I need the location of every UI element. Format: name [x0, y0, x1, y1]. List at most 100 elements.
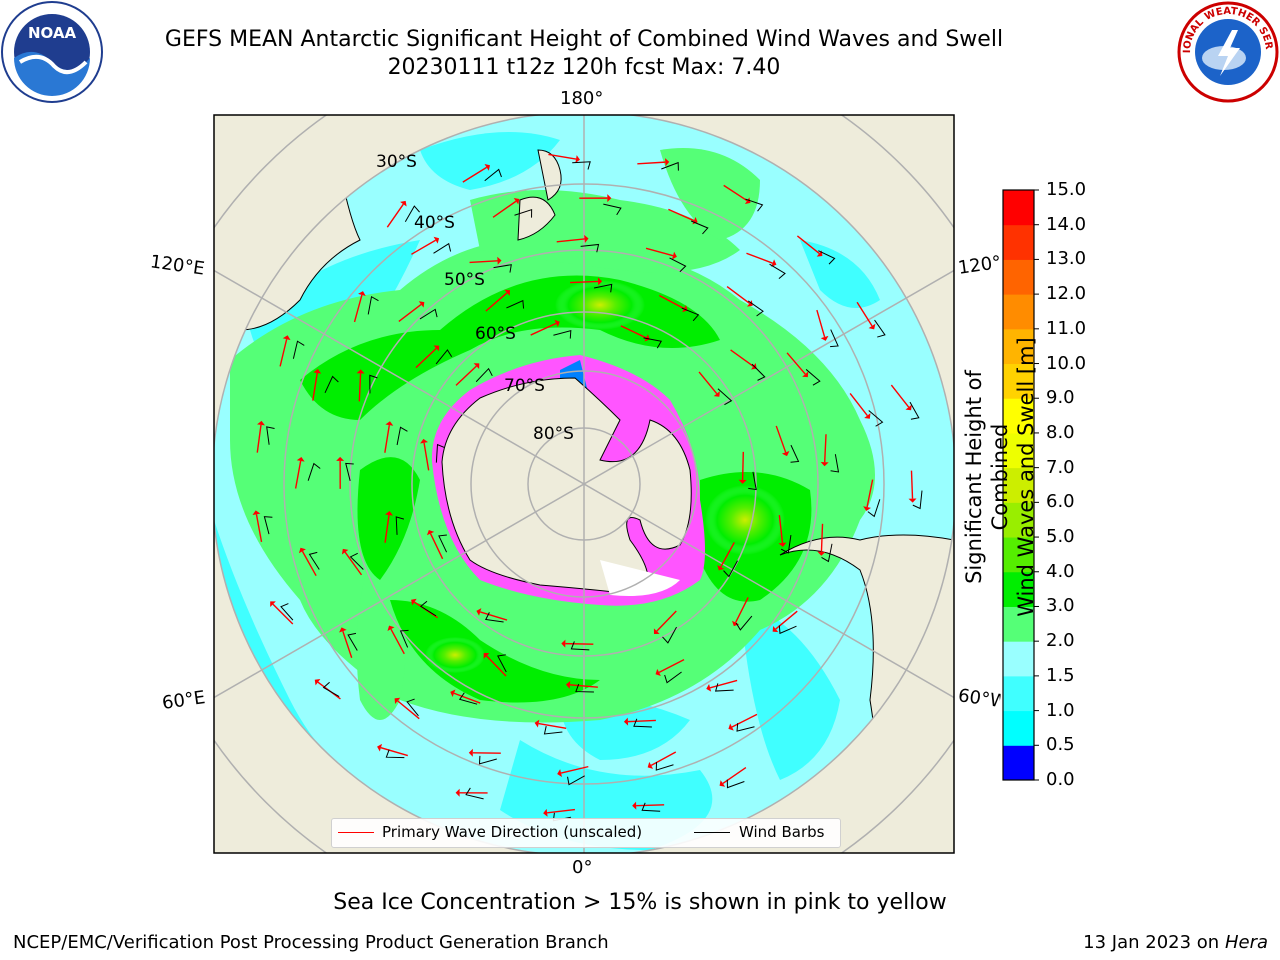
colorbar-tick-label: 0.0	[1046, 769, 1075, 790]
wave-arrowhead	[336, 456, 345, 461]
wave-direction-arrow	[741, 451, 745, 480]
wave-arrowhead	[298, 547, 306, 554]
wave-direction-arrow	[344, 551, 363, 576]
wave-arrowhead	[385, 511, 393, 516]
wave-arrowhead	[747, 300, 753, 307]
colorbar-title: Significant Height of Combined Wind Wave…	[961, 327, 1039, 627]
wind-barb	[435, 349, 453, 365]
colorbar-segment	[1003, 675, 1034, 712]
wind-barb	[406, 698, 419, 717]
wave-arrowhead	[597, 277, 603, 286]
wave-arrowhead	[644, 334, 650, 342]
colorbar-tick-label: 11.0	[1046, 317, 1087, 339]
wave-arrowhead	[565, 680, 571, 689]
wave-arrowhead	[394, 697, 401, 704]
colorbar-tick-label: 13.0	[1046, 248, 1087, 270]
lat-label: 80°S	[533, 424, 574, 444]
wave-arrowhead	[313, 369, 322, 374]
wave-direction-arrow	[358, 373, 362, 402]
nws-logo: NATIONAL WEATHER SERVICE	[1176, 0, 1279, 103]
wind-barb	[717, 388, 733, 406]
wave-arrowhead	[484, 163, 491, 171]
colorbar-segment	[1003, 641, 1034, 677]
wave-direction-arrow	[786, 352, 806, 375]
wave-direction-arrow	[731, 713, 758, 728]
wind-barb	[723, 560, 738, 578]
wind-barb	[395, 516, 405, 535]
wave-arrowhead	[665, 158, 670, 167]
wind-barb	[475, 367, 493, 383]
wave-direction-arrow	[856, 301, 873, 327]
wave-arrowhead	[781, 450, 790, 457]
wind-barb	[769, 263, 786, 279]
wind-barb	[778, 625, 797, 635]
wave-direction-arrow	[849, 393, 868, 416]
wave-direction-arrow	[547, 808, 576, 814]
colorbar-segment	[1003, 432, 1034, 469]
wave-arrowhead	[623, 717, 629, 726]
lat-label: 50°S	[444, 270, 485, 290]
wave-direction-arrow	[722, 766, 747, 785]
wind-barb	[747, 300, 764, 317]
wave-direction-arrow	[398, 303, 422, 322]
wave-arrowhead	[476, 608, 482, 616]
wave-arrowhead	[411, 598, 417, 606]
machine-name: Hera	[1224, 932, 1268, 953]
legend-wave-label: Primary Wave Direction (unscaled)	[382, 823, 643, 841]
wind-barb	[641, 802, 661, 812]
colorbar-tick-label: 14.0	[1046, 213, 1087, 235]
wave-direction-arrow	[453, 692, 481, 704]
wave-direction-arrow	[538, 722, 567, 730]
wind-barb	[292, 340, 305, 359]
run-date: 13 Jan 2023 on Hera	[1083, 932, 1268, 953]
wave-direction-arrow	[656, 610, 677, 632]
wave-arrowhead	[632, 801, 637, 810]
lat-label: 60°S	[475, 324, 516, 344]
wind-barb	[347, 632, 358, 651]
wind-barb	[830, 454, 840, 473]
wind-barb	[438, 534, 448, 553]
wave-direction-arrow	[479, 611, 508, 621]
colorbar-tick-label: 10.0	[1046, 352, 1087, 374]
wave-arrowhead	[400, 200, 407, 207]
wind-barb	[367, 295, 379, 315]
wave-direction-arrow	[569, 684, 598, 688]
wave-arrowhead	[314, 678, 321, 686]
wave-direction-arrow	[353, 294, 363, 323]
wave-direction-arrow	[469, 260, 498, 264]
wave-arrowhead	[575, 155, 580, 163]
wind-barb	[322, 681, 340, 697]
wind-barb	[478, 755, 497, 765]
noaa-logo-text: NOAA	[28, 24, 77, 42]
colorbar-tick-label: 6.0	[1046, 491, 1075, 513]
wave-arrowhead	[341, 548, 349, 555]
wave-arrowhead	[455, 788, 460, 797]
wave-direction-arrow	[636, 804, 665, 807]
colorbar-segment	[1003, 398, 1034, 434]
wave-arrowhead	[296, 456, 305, 462]
wind-barb	[485, 612, 504, 623]
colorbar-tick-label: 4.0	[1046, 560, 1075, 582]
wave-direction-arrow	[255, 514, 263, 542]
wind-barb	[643, 337, 663, 349]
wave-direction-arrow	[723, 184, 748, 202]
wind-barb	[655, 762, 674, 771]
wind-barb	[458, 692, 478, 705]
wave-arrowhead	[554, 319, 560, 328]
colorbar-segment	[1003, 259, 1034, 295]
colorbar-segment	[1003, 190, 1034, 226]
wave-direction-arrow	[384, 514, 390, 543]
wind-barb	[735, 615, 753, 631]
wind-barb	[912, 490, 923, 510]
wave-arrowhead	[534, 719, 540, 728]
wave-direction-arrow	[486, 655, 507, 677]
wave-direction-arrow	[746, 252, 773, 264]
wave-direction-arrow	[730, 349, 754, 367]
colorbar-title-line2: Wind Waves and Swell [m]	[1014, 337, 1038, 617]
wave-direction-arrow	[492, 200, 517, 218]
colorbar-tick-label: 1.5	[1046, 664, 1075, 686]
colorbar-tick-label: 0.5	[1046, 734, 1075, 756]
wave-direction-arrow	[775, 425, 787, 453]
wave-arrowhead	[561, 639, 566, 648]
wind-barb	[690, 220, 709, 235]
